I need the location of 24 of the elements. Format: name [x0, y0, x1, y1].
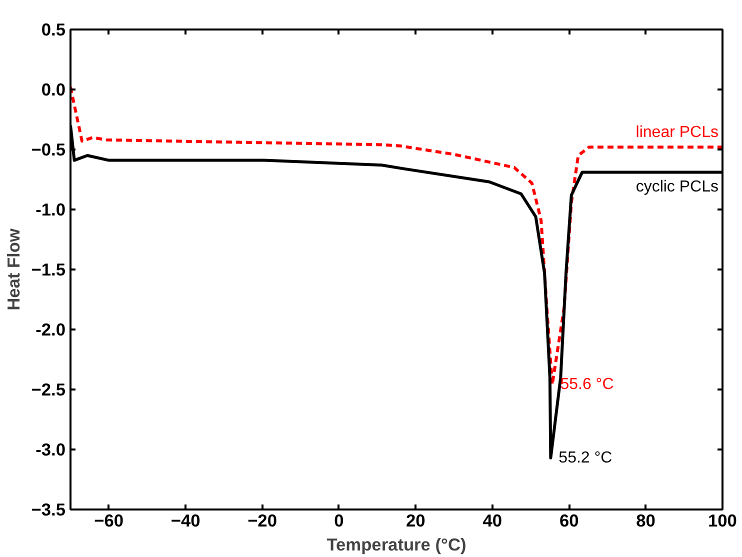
- y-axis-title: Heat Flow: [3, 228, 24, 310]
- x-tick-label: 20: [406, 510, 426, 530]
- x-tick-label: 80: [636, 510, 656, 530]
- x-tick-label: −40: [170, 510, 200, 530]
- y-tick-label: −1.5: [31, 260, 66, 280]
- y-tick-label: -1.0: [36, 200, 66, 220]
- x-axis-title: Temperature (°C): [326, 534, 466, 554]
- x-tick-label: −60: [94, 510, 124, 530]
- y-tick-label: −3.5: [31, 500, 66, 520]
- y-tick-label: -3.0: [36, 440, 66, 460]
- x-tick-label: 60: [559, 510, 579, 530]
- annotation: 55.6 °C: [560, 376, 614, 394]
- series-label: cyclic PCLs: [636, 178, 719, 196]
- y-tick-label: -2.0: [36, 320, 66, 340]
- x-tick-label: 100: [708, 510, 737, 530]
- x-tick-label: −20: [248, 510, 277, 530]
- x-tick-label: 40: [482, 510, 502, 530]
- y-tick-label: 0.0: [41, 80, 66, 100]
- annotation: 55.2 °C: [558, 449, 612, 466]
- y-tick-label: −0.5: [31, 140, 66, 160]
- x-tick-label: 0: [334, 510, 344, 530]
- y-tick-label: 0.5: [41, 20, 66, 40]
- y-tick-label: −2.5: [31, 380, 66, 400]
- series-label: linear PCLs: [636, 124, 718, 142]
